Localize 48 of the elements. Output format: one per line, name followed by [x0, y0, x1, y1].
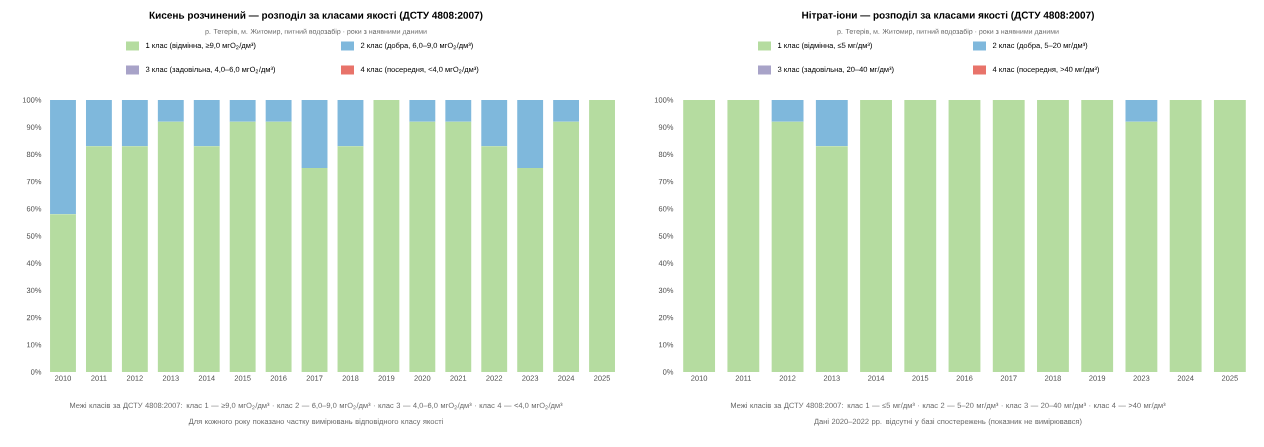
bar: [589, 100, 615, 372]
bar: [948, 100, 981, 372]
bar: [992, 100, 1025, 372]
bar: [301, 100, 328, 168]
bar: [771, 100, 804, 122]
bar: [1169, 100, 1202, 372]
bar: [683, 100, 716, 372]
bar: [157, 121, 184, 372]
bar: [445, 121, 472, 372]
bar: [1125, 121, 1158, 372]
bar: [517, 100, 544, 168]
bar: [373, 100, 400, 372]
bar: [1037, 100, 1069, 372]
bar: [727, 100, 760, 372]
bar: [553, 121, 580, 372]
bar: [121, 100, 148, 147]
bar: [265, 121, 292, 372]
bar: [771, 121, 804, 372]
bar: [229, 121, 256, 372]
bar: [337, 100, 364, 147]
bar: [193, 100, 220, 147]
bar: [50, 214, 76, 372]
bar: [193, 146, 220, 372]
bar: [409, 121, 436, 372]
bar: [445, 100, 472, 122]
bar: [409, 100, 436, 122]
bar: [904, 100, 937, 372]
bar: [121, 146, 148, 372]
bar: [1081, 100, 1114, 372]
bar: [815, 100, 848, 147]
bar: [85, 146, 112, 372]
bar: [1213, 100, 1246, 372]
bar: [301, 167, 328, 372]
bar: [337, 146, 364, 372]
chart-title: Кисень розчинений — розподіл за класами якості (ДСТУ 4808:2007): [149, 11, 483, 21]
bar: [481, 146, 508, 372]
bar: [517, 167, 544, 372]
bar: [481, 100, 508, 147]
bar: [1125, 100, 1158, 122]
bar: [860, 100, 892, 372]
bar: [815, 146, 848, 372]
bar: [229, 100, 256, 122]
bar: [85, 100, 112, 147]
bar: [157, 100, 184, 122]
bar: [553, 100, 580, 122]
bar: [50, 100, 76, 215]
chart-title: Нітрат-іони — розподіл за класами якості (ДСТУ 4808:2007): [802, 11, 1094, 21]
bar: [265, 100, 292, 122]
